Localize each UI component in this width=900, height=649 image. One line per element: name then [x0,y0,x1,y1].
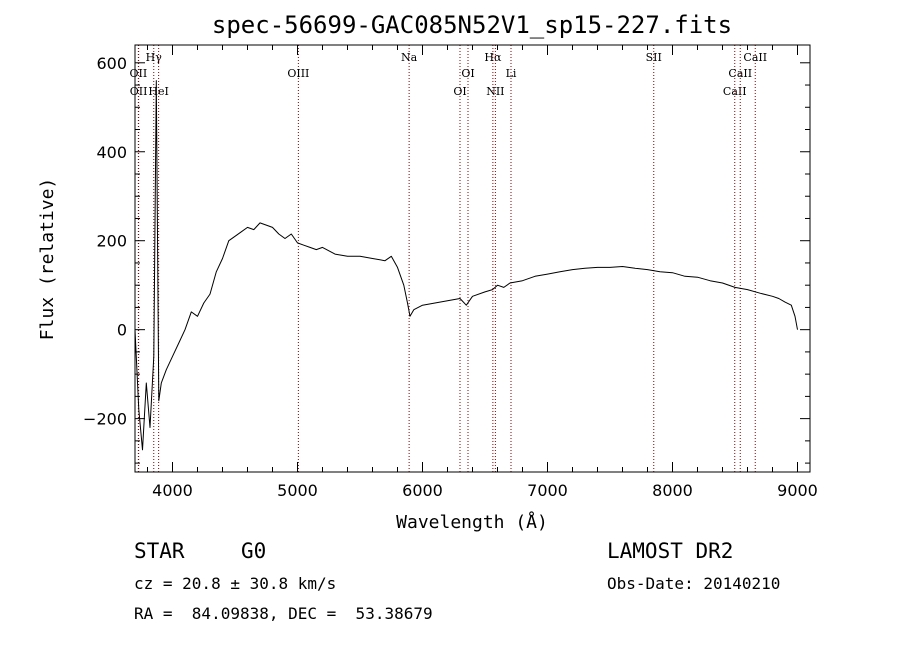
x-axis-label: Wavelength (Å) [396,511,548,533]
spectral-line-label: OI [461,67,474,80]
spectral-line-label: Hγ [146,51,163,64]
spectral-line-label: CaII [743,51,767,64]
x-tick-label: 4000 [152,481,193,500]
spectral-line-label: CaII [723,85,747,98]
x-tick-label: 6000 [402,481,443,500]
survey-name: LAMOST DR2 [607,539,734,563]
spectral-line-label: Na [401,51,418,64]
chart-title: spec-56699-GAC085N52V1_sp15-227.fits [212,11,732,39]
coordinates: RA = 84.09838, DEC = 53.38679 [134,604,433,623]
object-class: STAR [134,539,185,563]
y-tick-label: 0 [117,321,127,340]
spectral-line-label: CaII [728,67,752,80]
spectral-line-label: Li [506,67,517,80]
object-subclass: G0 [241,539,267,563]
x-tick-label: 9000 [777,481,818,500]
spectral-line-label: OII [130,67,148,80]
x-tick-label: 8000 [652,481,693,500]
x-tick-label: 7000 [527,481,568,500]
y-tick-label: 200 [96,232,127,251]
y-tick-label: −200 [83,410,127,429]
y-axis-label: Flux (relative) [37,178,58,341]
spectrum-line [134,80,798,451]
y-tick-label: 400 [96,143,127,162]
x-tick-label: 5000 [277,481,318,500]
redshift-velocity: cz = 20.8 ± 30.8 km/s [134,574,337,593]
observation-date: Obs-Date: 20140210 [607,574,781,593]
spectral-line-label: Hα [484,51,502,64]
spectral-line-label: OI [453,85,466,98]
spectral-line-label: OIII [287,67,309,80]
spectral-line-label: SII [646,51,662,64]
spectral-line-label: NII [486,85,504,98]
axes: 4000 5000 6000 7000 8000 9000 −200 0 200 400 600 [83,45,818,500]
y-tick-label: 600 [96,54,127,73]
spectral-line-label: HeI [148,85,168,98]
spectral-line-label: OII [130,85,148,98]
spectrum-series [134,80,798,451]
plot-frame [134,44,811,473]
